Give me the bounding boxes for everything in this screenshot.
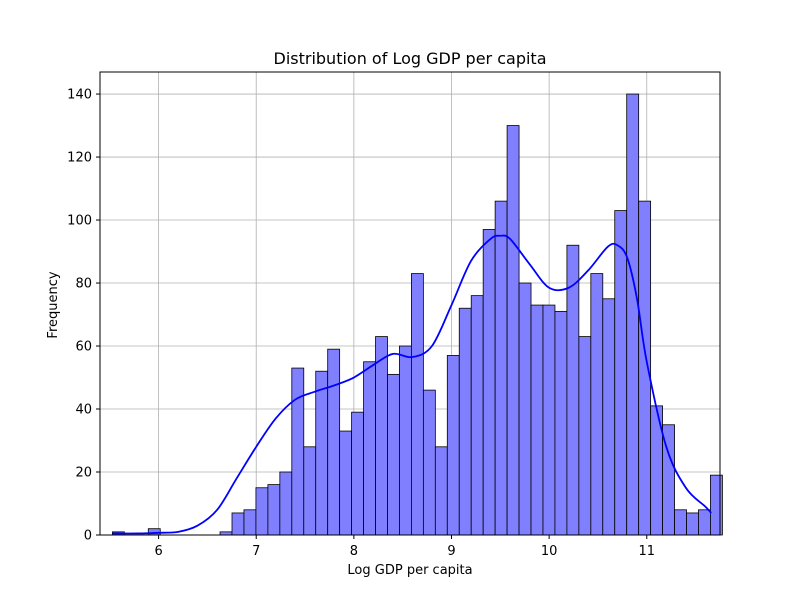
histogram-bar <box>267 484 281 536</box>
histogram-bar <box>327 348 341 536</box>
histogram-bar <box>518 282 532 536</box>
histogram-bar <box>710 474 723 536</box>
histogram-bar <box>339 430 353 536</box>
x-tick-label: 8 <box>350 544 358 559</box>
histogram-bar <box>255 487 269 536</box>
x-tick-label: 6 <box>154 544 162 559</box>
histogram-bar <box>674 509 687 536</box>
x-tick-label: 11 <box>638 544 655 559</box>
histogram-bar <box>698 509 711 536</box>
kde-curve-group <box>112 234 712 535</box>
y-tick-label: 100 <box>67 214 92 229</box>
histogram-bar <box>494 200 508 536</box>
histogram-bar <box>411 273 424 536</box>
histogram-bar <box>578 336 592 536</box>
histogram-bar <box>626 93 640 536</box>
histogram-bar <box>686 512 699 536</box>
histogram-bar <box>387 373 400 536</box>
y-tick-label: 40 <box>75 403 92 418</box>
histogram-bar <box>303 446 317 536</box>
histogram-bar <box>482 229 496 536</box>
x-tick-label: 7 <box>252 544 260 559</box>
histogram-bar <box>446 355 460 536</box>
histogram-bar <box>315 370 329 536</box>
histogram-bar <box>506 125 520 536</box>
y-tick-label: 0 <box>84 529 92 544</box>
histogram-bars <box>112 93 723 536</box>
y-tick-label: 60 <box>75 340 92 355</box>
y-axis-label: Frequency <box>46 271 61 338</box>
histogram-bar <box>554 310 568 536</box>
histogram-bar <box>279 471 293 536</box>
y-tick-label: 120 <box>67 151 92 166</box>
kde-line <box>112 234 712 535</box>
histogram-bar <box>590 273 604 536</box>
histogram-bar <box>147 528 161 536</box>
x-axis-ticks: 6 7 8 9 10 11 <box>154 535 655 559</box>
histogram-bar <box>291 367 305 536</box>
histogram-bar <box>470 295 484 536</box>
histogram-bar <box>243 509 257 536</box>
histogram-bar <box>614 210 628 536</box>
histogram-bar <box>530 304 544 536</box>
x-tick-label: 10 <box>541 544 558 559</box>
histogram-bar <box>375 336 388 536</box>
histogram-bar <box>422 389 436 536</box>
histogram-bar <box>542 304 556 536</box>
chart-title: Distribution of Log GDP per capita <box>274 49 547 68</box>
histogram-bar <box>458 307 472 536</box>
histogram-bar <box>231 512 245 536</box>
histogram-bar <box>351 411 364 536</box>
histogram-bar <box>399 345 412 536</box>
y-tick-label: 80 <box>75 277 92 292</box>
histogram-bar <box>434 446 448 536</box>
histogram-bar <box>363 361 376 536</box>
y-axis-ticks: 0 20 40 60 80 100 120 140 <box>67 88 100 544</box>
y-tick-label: 20 <box>75 466 92 481</box>
x-tick-label: 9 <box>447 544 455 559</box>
y-tick-label: 140 <box>67 88 92 103</box>
plot-area-frame <box>99 71 721 536</box>
histogram-bar <box>602 298 616 536</box>
x-axis-label: Log GDP per capita <box>347 563 472 578</box>
